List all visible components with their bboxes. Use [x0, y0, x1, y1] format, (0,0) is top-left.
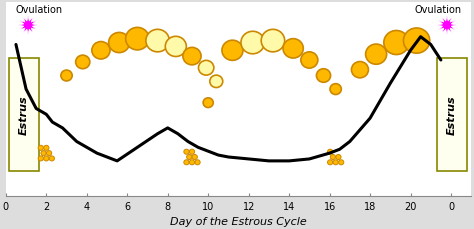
- Text: Ovulation: Ovulation: [415, 5, 462, 15]
- Circle shape: [44, 156, 49, 161]
- Circle shape: [317, 69, 330, 83]
- Circle shape: [109, 33, 130, 53]
- Circle shape: [189, 150, 195, 155]
- Circle shape: [61, 71, 72, 82]
- Circle shape: [126, 28, 149, 51]
- Circle shape: [38, 156, 44, 161]
- Circle shape: [222, 41, 243, 61]
- Circle shape: [403, 29, 430, 54]
- Circle shape: [183, 48, 201, 65]
- Circle shape: [187, 155, 192, 160]
- X-axis label: Day of the Estrous Cycle: Day of the Estrous Cycle: [170, 216, 307, 226]
- Circle shape: [195, 160, 200, 165]
- Circle shape: [184, 160, 189, 165]
- Circle shape: [283, 39, 303, 59]
- Circle shape: [189, 160, 195, 165]
- FancyBboxPatch shape: [437, 59, 467, 171]
- Circle shape: [330, 84, 341, 95]
- Circle shape: [203, 98, 213, 108]
- Circle shape: [241, 32, 264, 55]
- Circle shape: [184, 150, 189, 155]
- Circle shape: [46, 151, 52, 156]
- Circle shape: [351, 62, 368, 79]
- Circle shape: [76, 56, 90, 69]
- Polygon shape: [18, 17, 38, 35]
- Text: Estrus: Estrus: [447, 95, 457, 135]
- Circle shape: [49, 156, 55, 161]
- Circle shape: [210, 76, 223, 88]
- Circle shape: [328, 150, 333, 155]
- Circle shape: [336, 155, 341, 160]
- Circle shape: [41, 151, 46, 156]
- Circle shape: [328, 160, 333, 165]
- Circle shape: [92, 42, 110, 60]
- Circle shape: [338, 160, 344, 165]
- Text: Ovulation: Ovulation: [15, 5, 62, 15]
- Circle shape: [261, 30, 285, 53]
- Circle shape: [384, 31, 409, 55]
- Circle shape: [38, 146, 44, 151]
- FancyBboxPatch shape: [9, 59, 39, 171]
- Text: Estrus: Estrus: [19, 95, 29, 135]
- Circle shape: [333, 160, 338, 165]
- Circle shape: [301, 53, 318, 69]
- Circle shape: [44, 146, 49, 151]
- Circle shape: [192, 155, 197, 160]
- Circle shape: [365, 45, 387, 65]
- Circle shape: [146, 30, 169, 53]
- Circle shape: [199, 61, 214, 76]
- Polygon shape: [437, 17, 456, 35]
- Circle shape: [330, 155, 336, 160]
- Circle shape: [165, 37, 186, 57]
